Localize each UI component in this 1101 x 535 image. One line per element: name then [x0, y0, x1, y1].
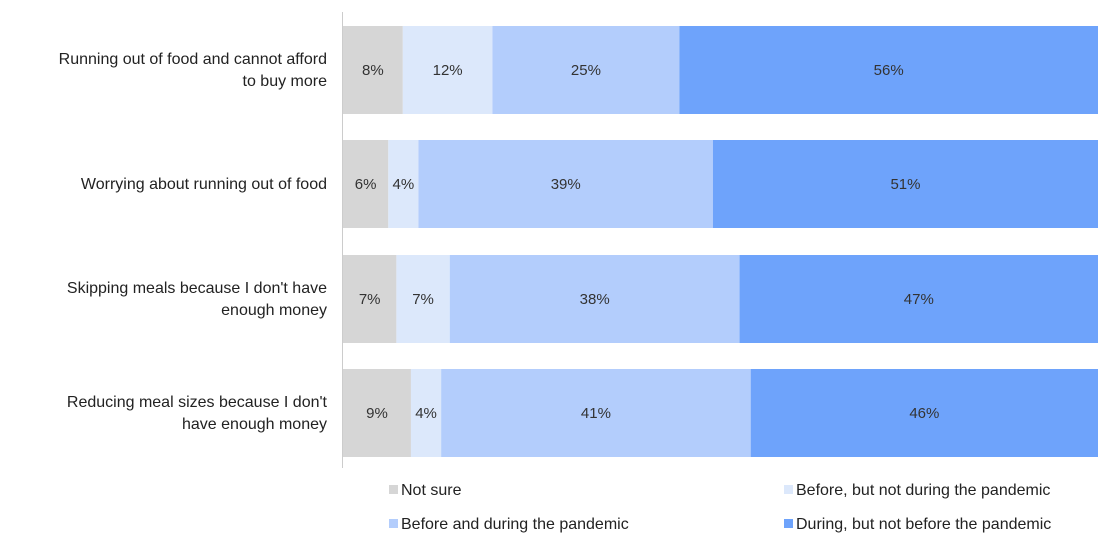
- bar-segment: [402, 26, 493, 114]
- legend-swatch: [389, 485, 398, 494]
- category-label: Reducing meal sizes because I don't: [67, 394, 328, 411]
- legend-label: During, but not before the pandemic: [796, 516, 1051, 533]
- data-label: 38%: [580, 291, 610, 308]
- data-label: 9%: [366, 405, 388, 422]
- data-label: 46%: [909, 405, 939, 422]
- legend-swatch: [389, 519, 398, 528]
- data-label: 4%: [415, 405, 437, 422]
- data-label: 7%: [359, 291, 381, 308]
- data-label: 51%: [890, 176, 920, 193]
- legend-swatch: [784, 519, 793, 528]
- bar-segment: [343, 369, 411, 457]
- data-label: 39%: [551, 176, 581, 193]
- bar-segment: [388, 140, 419, 228]
- data-label: 41%: [581, 405, 611, 422]
- legend-label: Not sure: [401, 482, 462, 499]
- bar-segment: [410, 369, 442, 457]
- data-label: 7%: [412, 291, 434, 308]
- category-label: to buy more: [243, 73, 328, 90]
- data-label: 47%: [904, 291, 934, 308]
- category-label: Worrying about running out of food: [81, 176, 327, 193]
- bar-segment: [739, 255, 1098, 343]
- legend-label: Before, but not during the pandemic: [796, 482, 1050, 499]
- data-label: 6%: [355, 176, 377, 193]
- data-label: 25%: [571, 62, 601, 79]
- bar-segment: [441, 369, 751, 457]
- legend: Not sure Before, but not during the pande…: [389, 482, 1051, 533]
- bar-segment: [343, 26, 403, 114]
- bar-segment: [679, 26, 1098, 114]
- category-label: enough money: [221, 302, 327, 319]
- bar-segment: [396, 255, 450, 343]
- data-label: 12%: [433, 62, 463, 79]
- data-label: 4%: [393, 176, 415, 193]
- bar-segment: [343, 255, 397, 343]
- bar-segment: [492, 26, 680, 114]
- data-label: 8%: [362, 62, 384, 79]
- category-labels-group: Running out of food and cannot afford to …: [59, 51, 328, 433]
- bar-segment: [449, 255, 740, 343]
- category-label: Skipping meals because I don't have: [67, 280, 327, 297]
- bars-group: 8% 12% 25% 56% 6% 4% 39% 51% 7% 7% 38% 47% 9% 4% 41% 46…: [343, 26, 1098, 457]
- bar-segment: [712, 140, 1098, 228]
- legend-swatch: [784, 485, 793, 494]
- category-label: Running out of food and cannot afford: [59, 51, 327, 68]
- legend-label: Before and during the pandemic: [401, 516, 629, 533]
- bar-segment: [418, 140, 713, 228]
- bar-segment: [343, 140, 389, 228]
- bar-segment: [750, 369, 1098, 457]
- category-label: have enough money: [182, 416, 327, 433]
- data-label: 56%: [874, 62, 904, 79]
